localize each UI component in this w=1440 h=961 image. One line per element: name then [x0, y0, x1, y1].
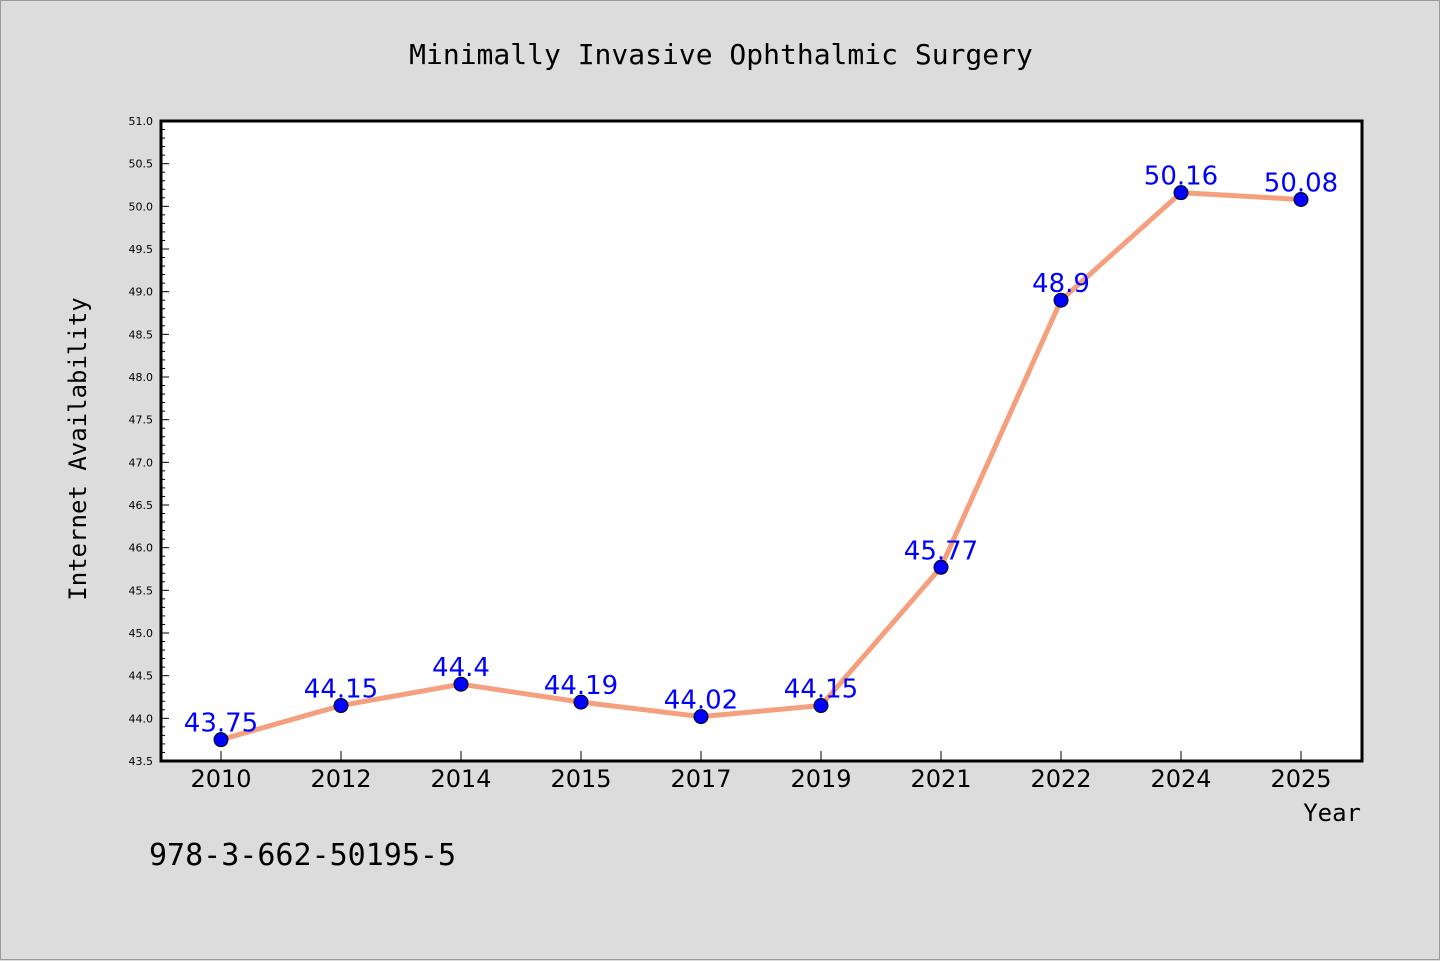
- data-point: [813, 698, 829, 714]
- data-point: [453, 676, 469, 692]
- y-tick-label: 49.5: [129, 243, 154, 256]
- x-tick-label: 2010: [190, 765, 251, 793]
- x-tick-label: 2015: [550, 765, 611, 793]
- y-tick-label: 47.5: [129, 414, 154, 427]
- x-axis-label: Year: [1303, 799, 1361, 827]
- isbn-label: 978-3-662-50195-5: [149, 838, 456, 873]
- y-axis-label: Internet Availability: [64, 297, 92, 600]
- data-point: [333, 698, 349, 714]
- y-tick-label: 49.0: [129, 286, 154, 299]
- plot-area: [159, 119, 1364, 763]
- data-label: 44.15: [304, 675, 378, 705]
- y-tick-label: 50.5: [129, 158, 154, 171]
- y-tick-label: 43.5: [129, 755, 154, 768]
- data-point: [693, 709, 709, 725]
- x-tick-label: 2019: [790, 765, 851, 793]
- y-tick-label: 45.0: [129, 627, 154, 640]
- x-tick-label: 2025: [1270, 765, 1331, 793]
- data-label: 50.08: [1264, 169, 1338, 199]
- data-point: [1173, 185, 1189, 201]
- x-tick-label: 2012: [310, 765, 371, 793]
- x-tick-label: 2017: [670, 765, 731, 793]
- y-tick-label: 51.0: [129, 115, 154, 128]
- data-point: [213, 732, 229, 748]
- data-point: [1053, 292, 1069, 308]
- data-label: 44.4: [432, 653, 490, 683]
- x-tick-label: 2024: [1150, 765, 1211, 793]
- y-axis: 43.5 44.0 44.5 45.0 45.5 46.0 46.5 47.0 47.5 48.0…: [129, 115, 169, 768]
- chart-title: Minimally Invasive Ophthalmic Surgery: [409, 38, 1033, 71]
- series-group: 43.75 44.15 44.4 44.19 44.02 44.15 45.77 48.9 50…: [184, 162, 1338, 748]
- y-tick-label: 48.5: [129, 328, 154, 341]
- y-tick-label: 45.5: [129, 584, 154, 597]
- x-tick-label: 2022: [1030, 765, 1091, 793]
- data-label: 48.9: [1032, 269, 1090, 299]
- data-point: [573, 694, 589, 710]
- data-label: 43.75: [184, 709, 258, 739]
- data-label: 50.16: [1144, 162, 1218, 192]
- x-tick-label: 2014: [430, 765, 491, 793]
- data-label: 45.77: [904, 536, 978, 566]
- data-label: 44.19: [544, 671, 618, 701]
- y-tick-label: 50.0: [129, 200, 154, 213]
- x-axis: 2010 2012 2014 2015 2017 2019 2021 2022 2024 2025: [190, 751, 1332, 793]
- y-tick-label: 48.0: [129, 371, 154, 384]
- y-tick-label: 46.5: [129, 499, 154, 512]
- data-label: 44.02: [664, 686, 738, 716]
- y-tick-label: 47.0: [129, 456, 154, 469]
- y-tick-label: 44.0: [129, 712, 154, 725]
- data-label: 44.15: [784, 675, 858, 705]
- data-point: [933, 559, 949, 575]
- series-line: [218, 190, 1304, 743]
- data-point: [1293, 192, 1309, 208]
- y-tick-label: 46.0: [129, 542, 154, 555]
- y-tick-label: 44.5: [129, 670, 154, 683]
- x-tick-label: 2021: [910, 765, 971, 793]
